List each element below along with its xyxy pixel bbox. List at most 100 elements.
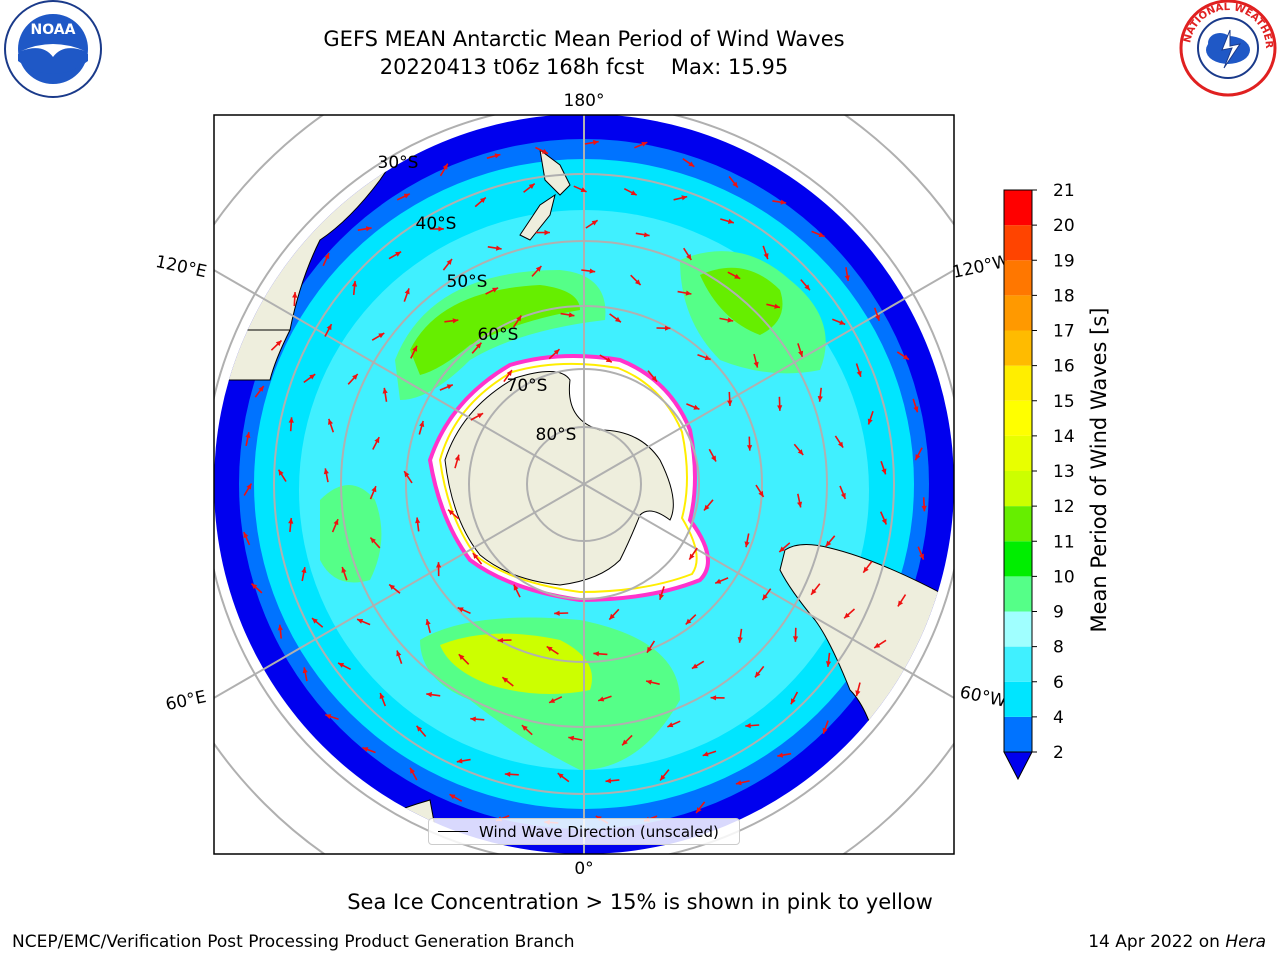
wave-direction-arrowhead [615,316,621,323]
wave-direction-arrowhead [528,183,535,189]
wave-direction-arrowhead [685,618,692,625]
lat-label-80s: 80°S [536,425,577,445]
wave-direction-arrowhead [822,727,828,734]
colorbar: 2 4 6 8 9 10 11 12 13 14 15 16 17 18 19 20 21 [1003,181,1075,781]
wave-direction-arrowhead [323,468,329,475]
wave-direction-arrowhead [727,317,734,323]
colorbar-bin [1004,716,1032,752]
wave-direction-arrowhead [609,613,615,620]
lon-label-0: 0° [574,859,593,879]
colorbar-bin [1004,646,1032,682]
wave-direction-arrowhead [818,232,825,237]
wave-direction-arrowhead [395,251,402,257]
wave-direction-arrowhead [711,455,716,462]
wave-direction-arrowhead [745,723,751,729]
wave-direction-arrowhead [546,646,553,652]
wave-direction-arrowhead [855,690,861,697]
colorbar-tick-label: 9 [1053,603,1064,623]
colorbar-tick-label: 2 [1053,743,1064,763]
wave-direction-arrowhead [326,324,332,331]
wave-direction-arrowhead [288,518,294,524]
wave-direction-arrowhead [667,722,674,728]
wave-direction-arrowhead [568,312,575,318]
wave-direction-arrowhead [689,553,695,560]
wave-direction-arrowhead [735,780,742,786]
wave-direction-arrowhead [792,636,799,642]
wave-direction-arrowhead [747,445,753,451]
wave-direction-arrowhead [404,288,410,295]
wave-direction-arrowhead [516,315,522,322]
wave-direction-arrowhead [688,161,695,167]
wave-direction-arrowhead [277,624,283,631]
wave-direction-arrowhead [727,218,734,224]
lat-label-50s: 50°S [447,272,488,292]
wave-direction-arrowhead [472,553,479,559]
wave-direction-arrowhead [919,553,924,560]
wave-direction-arrowhead [744,541,750,548]
colorbar-bin [1004,576,1032,612]
wave-direction-arrowhead [378,333,385,339]
wave-direction-arrowhead [506,370,512,376]
lon-label-120e: 120°E [154,252,209,282]
wave-direction-arrowhead [897,600,904,607]
wave-direction-arrowhead [702,751,709,757]
colorbar-label: Mean Period of Wind Waves [s] [1087,308,1111,633]
wave-direction-arrowhead [903,354,909,360]
wave-direction-arrowhead [426,692,432,698]
wave-direction-arrowhead [338,663,345,668]
national-weather-service-logo: NATIONAL WEATHER SERVICE [1178,0,1277,97]
wave-direction-arrowhead [425,619,431,626]
colorbar-tick-label: 8 [1053,638,1064,658]
wave-direction-arrowhead [403,193,410,199]
wave-direction-arrowhead [825,661,832,667]
wave-direction-arrowhead [258,386,264,392]
wave-direction-arrowhead [470,716,476,722]
wave-direction-arrowhead [341,567,347,573]
wave-direction-arrowhead [374,437,380,444]
wave-direction-arrowhead [442,163,448,170]
wave-direction-arrowhead [651,375,657,382]
wave-direction-arrowhead [449,794,456,800]
wave-direction-arrowhead [251,583,258,590]
wave-direction-arrowhead [685,290,692,296]
wave-direction-arrowhead [797,501,803,508]
colorbar-bin [1004,681,1032,717]
wave-direction-arrowhead [874,642,881,648]
wave-direction-arrowhead [817,396,823,402]
wave-direction-arrowhead [288,417,294,423]
wave-direction-arrowhead [734,273,741,279]
colorbar-under-triangle [1003,751,1033,781]
colorbar-tick-label: 4 [1053,708,1064,728]
wave-direction-arrowhead [333,519,339,526]
wave-direction-arrowhead [593,651,599,657]
colorbar-bin [1004,365,1032,401]
wave-direction-arrowhead [553,349,560,355]
wave-direction-arrowhead [762,594,768,600]
wave-direction-arrowhead [245,432,251,438]
wave-direction-arrowhead [502,677,509,683]
wave-direction-arrowhead [458,654,465,660]
wave-direction-arrowhead [913,406,919,413]
wave-direction-arrowhead [365,226,372,232]
lat-label-40s: 40°S [416,214,457,234]
colorbar-tick-label: 19 [1053,251,1075,271]
colorbar-tick-label: 6 [1053,673,1064,693]
colorbar-tick-label: 15 [1053,392,1075,412]
wave-direction-arrowhead [456,758,463,764]
colorbar-bin [1004,471,1032,507]
legend-line-sample [438,831,468,832]
wave-direction-arrowhead [622,739,628,746]
footer-date: 14 Apr 2022 on Hera [1088,932,1266,952]
wave-direction-arrowhead [659,593,664,600]
wave-direction-arrowhead [797,449,804,455]
wind-wave-direction-arrows [243,139,927,825]
wave-direction-arrowhead [856,370,862,377]
wave-direction-arrowhead [605,357,612,363]
wave-direction-arrowhead [416,725,423,732]
wave-direction-arrowhead [774,303,780,309]
wave-direction-arrowhead [568,735,575,741]
wave-direction-arrowhead [643,232,650,238]
lon-label-60w: 60°W [958,682,1008,711]
wave-direction-arrowhead [686,254,692,260]
wave-direction-arrowhead [780,199,787,205]
